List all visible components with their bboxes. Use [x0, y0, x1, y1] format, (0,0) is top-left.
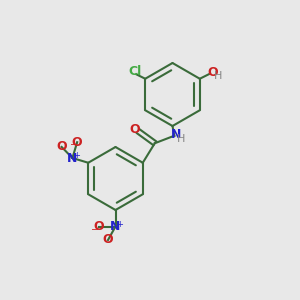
Text: N: N: [110, 220, 121, 233]
Text: N: N: [171, 128, 181, 141]
Text: O: O: [129, 123, 140, 136]
Text: −: −: [70, 140, 78, 150]
Text: +: +: [73, 151, 80, 160]
Text: O: O: [56, 140, 67, 153]
Text: Cl: Cl: [128, 65, 141, 78]
Text: O: O: [103, 233, 113, 247]
Text: H: H: [177, 134, 185, 144]
Text: H: H: [214, 71, 223, 81]
Text: +: +: [116, 220, 123, 229]
Text: O: O: [94, 220, 104, 233]
Text: O: O: [207, 66, 218, 79]
Text: −: −: [91, 224, 100, 235]
Text: N: N: [67, 152, 78, 164]
Text: O: O: [72, 136, 83, 149]
